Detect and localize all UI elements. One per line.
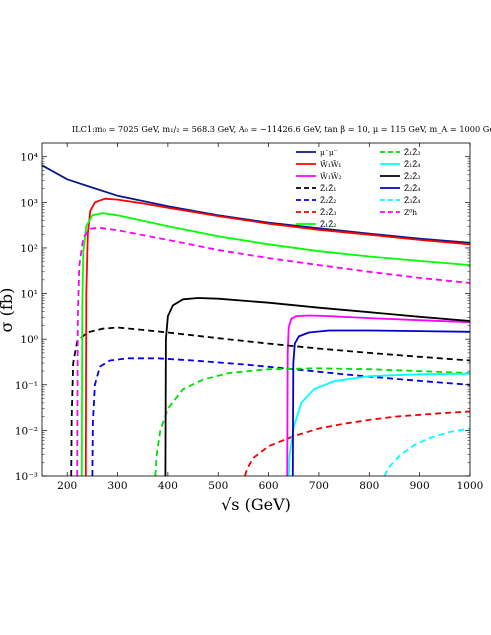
x-tick-label: 700 <box>309 480 329 492</box>
legend-label-2: W̃₁W̃₂ <box>320 172 341 181</box>
legend-label-3: Z̃₁Z̃₁ <box>320 184 336 193</box>
series-line-5 <box>244 410 471 477</box>
plot-frame <box>41 142 471 477</box>
legend-label-7: Z̃₁Z̃₃ <box>404 148 420 157</box>
legend-label-4: Z̃₂Z̃₂ <box>320 196 336 205</box>
x-tick-label: 300 <box>108 480 128 492</box>
x-tick-label: 1000 <box>457 480 484 492</box>
x-axis-label: √s (GeV) <box>221 495 291 514</box>
legend-label-9: Z̃₂Z̃₃ <box>404 172 420 181</box>
legend-label-12: Z⁰h <box>404 208 417 217</box>
legend-label-6: Z̃₁Z̃₂ <box>320 220 336 229</box>
y-axis-label: σ (fb) <box>0 288 16 333</box>
y-tick-label: 10³ <box>20 197 38 209</box>
series-line-12 <box>76 226 471 477</box>
legend-label-8: Z̃₁Z̃₄ <box>404 160 420 169</box>
y-tick-label: 10⁰ <box>20 334 38 346</box>
legend-label-1: W̃₁W̃₁ <box>320 160 341 169</box>
chart-title: ILC1:m₀ = 7025 GeV, m₁/₂ = 568.3 GeV, A₀… <box>72 124 491 134</box>
series-layer <box>41 164 471 477</box>
series-line-11 <box>383 427 471 477</box>
legend-label-0: μ⁻μ⁻ <box>320 148 338 157</box>
series-line-9 <box>164 297 471 477</box>
legend: μ⁻μ⁻ W̃₁W̃₁ W̃₁W̃₂ Z̃₁Z̃₁ Z̃₂Z̃₂ Z̃₂Z̃₃ Z̃₁Z̃₂… <box>296 148 420 229</box>
y-tick-label: 10² <box>20 243 38 255</box>
series-line-7 <box>154 367 471 477</box>
y-tick-label: 10⁻¹ <box>15 380 38 392</box>
series-line-8 <box>287 372 471 477</box>
x-tick-label: 900 <box>410 480 430 492</box>
series-line-1 <box>84 197 471 477</box>
axis-layer: 200 300 400 500 600 700 800 900 1000 10⁻³ 10⁻² 10⁻¹… <box>15 143 483 492</box>
series-line-6 <box>80 212 471 477</box>
y-tick-label: 10¹ <box>20 289 38 301</box>
x-tick-label: 200 <box>57 480 77 492</box>
series-line-3 <box>70 326 471 477</box>
y-tick-label: 10⁻² <box>15 425 38 437</box>
legend-label-5: Z̃₂Z̃₃ <box>320 208 336 217</box>
x-tick-label: 400 <box>158 480 178 492</box>
series-line-2 <box>286 314 471 477</box>
x-tick-label: 800 <box>359 480 379 492</box>
y-tick-label: 10⁻³ <box>15 471 38 483</box>
series-line-10 <box>291 329 471 477</box>
x-tick-label: 500 <box>208 480 228 492</box>
legend-label-11: Z̃₃Z̃₄ <box>404 196 420 205</box>
legend-label-10: Z̃₂Z̃₄ <box>404 184 420 193</box>
x-tick-label: 600 <box>259 480 279 492</box>
series-line-4 <box>91 357 471 477</box>
y-tick-label: 10⁴ <box>20 152 38 164</box>
